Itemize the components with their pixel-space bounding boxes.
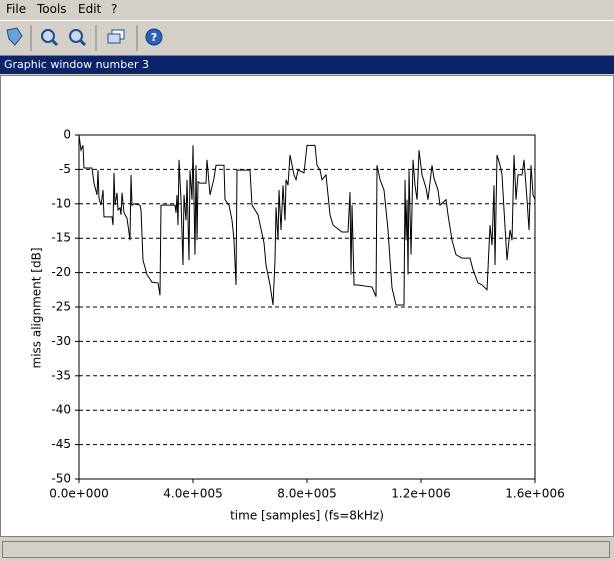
y-axis-label: miss alignment [dB]: [30, 248, 44, 369]
y-tick-label: -5: [59, 162, 71, 176]
zoom-button[interactable]: [41, 29, 59, 47]
x-tick-label: 0.0e+000: [49, 487, 108, 501]
plot-panel: time [samples] (fs=8kHz) miss alignment …: [0, 75, 614, 537]
menu-item[interactable]: Tools: [37, 2, 67, 16]
y-tick-label: -10: [51, 196, 71, 210]
menu-item[interactable]: File: [6, 2, 27, 16]
menu-bar: File Tools Edit ?: [0, 0, 614, 19]
help-button[interactable]: ?: [145, 28, 163, 46]
plot-frame: [78, 134, 536, 480]
rotate-button[interactable]: [6, 27, 23, 46]
window-button[interactable]: [107, 29, 125, 44]
data-line: [78, 134, 536, 306]
x-tick-label: 1.6e+006: [505, 487, 564, 501]
y-tick-label: -50: [51, 472, 71, 486]
chart: time [samples] (fs=8kHz) miss alignment …: [30, 128, 565, 523]
y-tick-label: -25: [51, 300, 71, 314]
y-tick-label: -40: [51, 403, 71, 417]
y-tick-label: -35: [51, 368, 71, 382]
x-tick-label: 1.2e+006: [391, 487, 450, 501]
y-tick-label: -15: [51, 231, 71, 245]
unzoom-button[interactable]: [69, 29, 87, 47]
y-tick-label: -45: [51, 437, 71, 451]
status-bar: [2, 541, 610, 558]
toolbar: ?: [0, 20, 614, 56]
y-tick-label: -20: [51, 265, 71, 279]
x-tick-label: 4.0e+005: [163, 487, 222, 501]
svg-text:?: ?: [151, 31, 157, 44]
window-title: Graphic window number 3: [0, 56, 614, 74]
x-axis-label: time [samples] (fs=8kHz): [230, 509, 384, 523]
menu-item[interactable]: ?: [111, 2, 118, 16]
y-tick-label: -30: [51, 334, 71, 348]
menu-item[interactable]: Edit: [78, 2, 102, 16]
x-tick-label: 8.0e+005: [277, 487, 336, 501]
y-tick-label: 0: [63, 128, 71, 142]
toolbar-icons: ?: [6, 25, 163, 51]
